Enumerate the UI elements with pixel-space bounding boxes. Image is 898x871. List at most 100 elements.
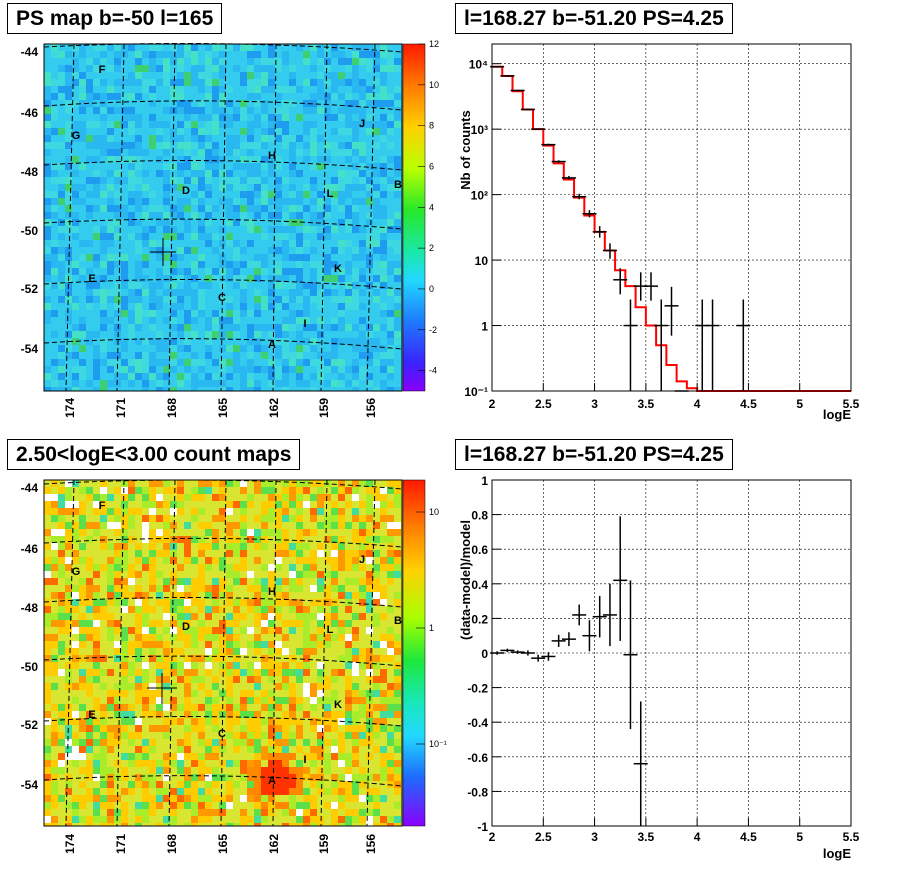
colorbar-tick-label: 8 — [429, 121, 434, 131]
colorbar-tick-label: 10 — [429, 80, 439, 90]
source-label-h: H — [268, 150, 276, 162]
source-label-k: K — [334, 263, 342, 275]
residual-data-points — [490, 516, 648, 826]
residual-axes: 2 2.5 3 3.5 4 4.5 5 5.5 1 0.8 0.6 0.4 0.2 0 -0.2 -0.4 -0… — [467, 474, 859, 844]
x-tick-label: 3 — [591, 397, 598, 411]
x-tick-label: 2.5 — [535, 830, 552, 844]
y-tick-label: 10⁻¹ — [464, 385, 488, 399]
map-x-tick: 156 — [364, 834, 378, 854]
data-point — [643, 272, 658, 301]
count-x-tick-labels: 174 171 168 165 162 159 156 — [63, 834, 378, 854]
colorbar-tick-label: 2 — [429, 243, 434, 253]
spectrum-grid — [492, 44, 851, 391]
spectrum-xlabel: logE — [823, 407, 851, 422]
x-tick-label: 4 — [694, 830, 701, 844]
x-tick-label: 4 — [694, 397, 701, 411]
spectrum-axes: 2 2.5 3 3.5 4 4.5 5 5.5 10⁴ 10³ 10² 10 1 10⁻¹ — [464, 58, 859, 411]
source-label-i: I — [303, 318, 306, 330]
ps-map-texture — [44, 44, 401, 391]
map-x-tick: 168 — [165, 834, 179, 854]
y-tick-label: 0.8 — [471, 509, 488, 523]
source-label-d: D — [182, 621, 190, 633]
data-point — [500, 648, 515, 653]
map-y-tick: -48 — [21, 165, 39, 179]
data-point — [592, 226, 607, 238]
spectrum-title: l=168.27 b=-51.20 PS=4.25 — [455, 3, 733, 34]
colorbar-tick-label: 10 — [429, 507, 439, 517]
map-x-tick: 168 — [165, 398, 179, 418]
map-y-tick: -50 — [21, 660, 39, 674]
source-label-j: J — [359, 554, 365, 566]
map-y-tick: -46 — [21, 542, 39, 556]
data-point — [551, 634, 566, 647]
map-x-tick: 159 — [317, 398, 331, 418]
source-label-b: B — [394, 179, 402, 191]
data-point — [510, 89, 525, 92]
map-y-tick: -46 — [21, 106, 39, 120]
map-x-tick: 165 — [216, 398, 230, 418]
y-tick-label: 1 — [481, 320, 488, 334]
y-tick-label: -0.2 — [467, 682, 488, 696]
source-label-i: I — [303, 754, 306, 766]
y-tick-label: 1 — [481, 474, 488, 488]
spectrum-data-points — [490, 65, 751, 392]
data-point — [541, 652, 556, 661]
map-y-tick: -52 — [21, 718, 39, 732]
map-y-tick: -48 — [21, 601, 39, 615]
source-label-f: F — [99, 500, 106, 512]
residual-panel: 2 2.5 3 3.5 4 4.5 5 5.5 1 0.8 0.6 0.4 0.2 0 -0.2 -0.4 -0… — [458, 474, 860, 861]
data-point — [541, 143, 556, 146]
y-tick-label: -0.4 — [467, 716, 488, 730]
source-label-e: E — [88, 273, 95, 285]
data-point — [572, 193, 587, 200]
colorbar-tick-label: 1 — [429, 623, 434, 633]
ps-map-title: PS map b=-50 l=165 — [7, 3, 223, 34]
source-label-e: E — [88, 709, 95, 721]
y-tick-label: 10 — [475, 254, 489, 268]
data-point — [592, 595, 607, 638]
data-point — [572, 604, 587, 626]
map-x-tick: 174 — [63, 398, 77, 418]
ps-x-tick-labels: 174 171 168 165 162 159 156 — [63, 398, 378, 418]
map-x-tick: 156 — [364, 398, 378, 418]
colorbar-tick-label: 6 — [429, 161, 434, 171]
residual-title: l=168.27 b=-51.20 PS=4.25 — [455, 439, 733, 470]
count-map-texture — [44, 480, 401, 826]
source-label-c: C — [218, 292, 226, 304]
x-tick-label: 3.5 — [638, 830, 655, 844]
map-y-tick: -54 — [21, 778, 39, 792]
y-tick-label: 0.4 — [471, 578, 488, 592]
ps-colorbar — [402, 43, 426, 392]
source-label-j: J — [359, 118, 365, 130]
data-point — [602, 243, 617, 259]
y-tick-label: 0 — [481, 647, 488, 661]
source-label-g: G — [72, 130, 81, 142]
count-map-grid — [43, 479, 403, 827]
x-tick-label: 3 — [591, 830, 598, 844]
y-tick-label: 0.2 — [471, 612, 488, 626]
data-point — [531, 128, 546, 131]
x-tick-label: 5.5 — [843, 830, 860, 844]
map-x-tick: 171 — [114, 834, 128, 854]
y-tick-label: -0.6 — [467, 751, 488, 765]
source-label-b: B — [394, 615, 402, 627]
map-y-tick: -44 — [21, 45, 39, 59]
source-label-k: K — [334, 699, 342, 711]
ps-colorbar-ticks: 12 10 8 6 4 2 0 -2 -4 — [418, 39, 439, 376]
map-y-tick: -54 — [21, 342, 39, 356]
data-point — [520, 650, 535, 656]
x-tick-label: 4.5 — [740, 397, 757, 411]
data-point — [623, 580, 638, 730]
spectrum-model — [492, 65, 851, 392]
x-tick-label: 2 — [489, 830, 496, 844]
y-tick-label: 0.6 — [471, 543, 488, 557]
model-histogram — [492, 65, 851, 392]
y-tick-label: 10⁴ — [469, 58, 488, 72]
count-map-title: 2.50<logE<3.00 count maps — [7, 439, 301, 470]
map-x-tick: 174 — [63, 834, 77, 854]
data-point — [561, 175, 576, 180]
source-label-l: L — [327, 624, 334, 636]
x-tick-label: 3.5 — [638, 397, 655, 411]
